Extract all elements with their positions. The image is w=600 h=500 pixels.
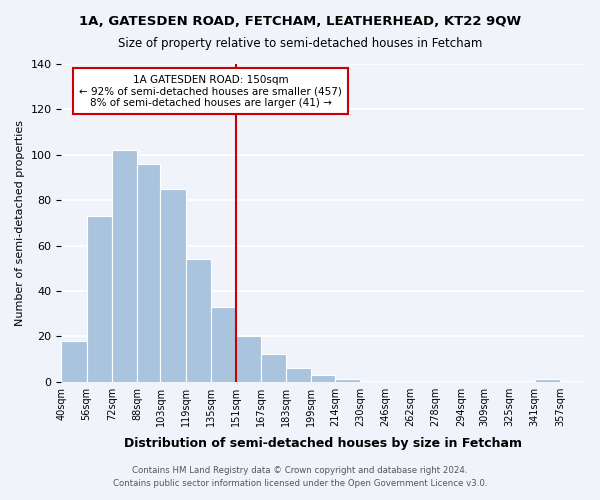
Bar <box>86 216 112 382</box>
X-axis label: Distribution of semi-detached houses by size in Fetcham: Distribution of semi-detached houses by … <box>124 437 522 450</box>
Bar <box>335 380 360 382</box>
Bar <box>61 341 86 382</box>
Bar <box>185 259 211 382</box>
Bar <box>261 354 286 382</box>
Bar <box>535 380 560 382</box>
Bar <box>160 189 185 382</box>
Bar <box>112 150 137 382</box>
Bar <box>311 375 335 382</box>
Bar <box>286 368 311 382</box>
Y-axis label: Number of semi-detached properties: Number of semi-detached properties <box>15 120 25 326</box>
Text: 1A, GATESDEN ROAD, FETCHAM, LEATHERHEAD, KT22 9QW: 1A, GATESDEN ROAD, FETCHAM, LEATHERHEAD,… <box>79 15 521 28</box>
Text: Size of property relative to semi-detached houses in Fetcham: Size of property relative to semi-detach… <box>118 38 482 51</box>
Bar <box>236 336 261 382</box>
Text: 1A GATESDEN ROAD: 150sqm
← 92% of semi-detached houses are smaller (457)
8% of s: 1A GATESDEN ROAD: 150sqm ← 92% of semi-d… <box>79 74 342 108</box>
Text: Contains HM Land Registry data © Crown copyright and database right 2024.
Contai: Contains HM Land Registry data © Crown c… <box>113 466 487 487</box>
Bar <box>137 164 160 382</box>
Bar <box>211 307 236 382</box>
